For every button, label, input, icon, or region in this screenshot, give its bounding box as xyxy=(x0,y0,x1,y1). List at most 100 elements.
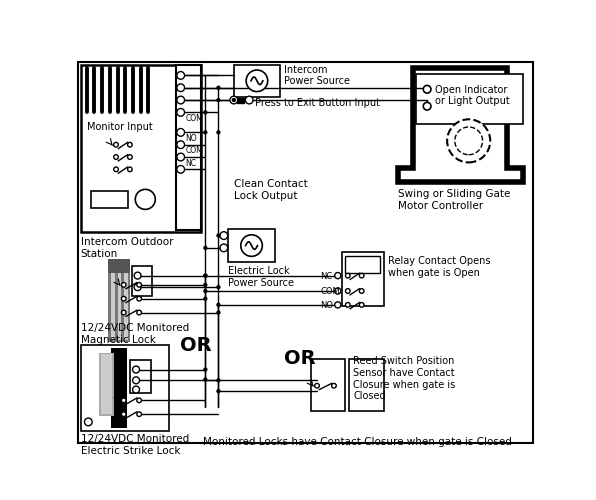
Circle shape xyxy=(128,167,132,172)
Text: Electric Lock
Power Source: Electric Lock Power Source xyxy=(228,266,294,288)
Bar xyxy=(237,98,244,103)
Circle shape xyxy=(246,70,268,92)
Circle shape xyxy=(114,154,119,160)
Text: 12/24VDC Monitored
Magnetic Lock: 12/24VDC Monitored Magnetic Lock xyxy=(80,324,189,345)
Bar xyxy=(80,345,169,431)
Bar xyxy=(130,360,151,392)
Circle shape xyxy=(177,141,185,148)
Text: Reed Switch Position
Sensor have Contact
Closure when gate is
Closed: Reed Switch Position Sensor have Contact… xyxy=(353,356,455,401)
Circle shape xyxy=(216,234,221,237)
Text: OR: OR xyxy=(284,349,315,368)
Circle shape xyxy=(137,398,141,402)
Circle shape xyxy=(114,167,119,172)
Bar xyxy=(108,258,130,272)
Circle shape xyxy=(132,386,139,393)
Circle shape xyxy=(134,272,141,279)
Circle shape xyxy=(230,96,238,104)
Circle shape xyxy=(135,190,156,210)
Bar xyxy=(108,258,130,342)
Bar xyxy=(346,256,380,274)
Circle shape xyxy=(359,288,364,294)
Circle shape xyxy=(216,285,221,290)
Circle shape xyxy=(122,296,126,301)
Text: Swing or Sliding Gate
Motor Controller: Swing or Sliding Gate Motor Controller xyxy=(398,190,510,211)
Circle shape xyxy=(216,389,221,394)
Bar xyxy=(132,266,152,296)
Text: Press to Exit Button Input: Press to Exit Button Input xyxy=(254,98,380,108)
Circle shape xyxy=(216,310,221,314)
Circle shape xyxy=(346,274,350,278)
Text: COM: COM xyxy=(185,114,203,123)
Circle shape xyxy=(335,272,341,278)
Circle shape xyxy=(177,166,185,173)
Circle shape xyxy=(423,102,431,110)
Text: COM: COM xyxy=(320,287,340,296)
Circle shape xyxy=(128,154,132,160)
Circle shape xyxy=(216,378,221,382)
Polygon shape xyxy=(398,68,523,182)
Circle shape xyxy=(216,98,221,102)
Circle shape xyxy=(216,130,221,134)
Circle shape xyxy=(455,127,483,154)
Text: Monitored Locks have Contact Closure when gate is Closed: Monitored Locks have Contact Closure whe… xyxy=(203,438,512,448)
Text: NC: NC xyxy=(320,272,333,281)
Text: OR: OR xyxy=(180,336,212,354)
Circle shape xyxy=(177,96,185,104)
Bar xyxy=(342,252,384,306)
Circle shape xyxy=(137,296,141,301)
Bar xyxy=(228,230,275,262)
Circle shape xyxy=(114,142,119,147)
Bar xyxy=(80,64,201,232)
Bar xyxy=(176,64,201,230)
Circle shape xyxy=(137,282,141,287)
Bar xyxy=(311,359,346,411)
Circle shape xyxy=(137,412,141,416)
Circle shape xyxy=(216,86,221,90)
Text: Intercom
Power Source: Intercom Power Source xyxy=(284,64,350,86)
Circle shape xyxy=(85,418,92,426)
Circle shape xyxy=(203,110,207,114)
Circle shape xyxy=(122,398,126,402)
Circle shape xyxy=(359,302,364,307)
Circle shape xyxy=(346,288,350,294)
Circle shape xyxy=(346,302,350,307)
Circle shape xyxy=(177,84,185,92)
Circle shape xyxy=(128,142,132,147)
Text: Clean Contact
Lock Output: Clean Contact Lock Output xyxy=(234,180,308,201)
Circle shape xyxy=(132,366,139,373)
Bar xyxy=(99,352,114,416)
Circle shape xyxy=(203,274,207,278)
Circle shape xyxy=(177,72,185,79)
Circle shape xyxy=(335,288,341,294)
Bar xyxy=(234,64,280,97)
Circle shape xyxy=(203,368,207,372)
Text: Open Indicator
or Light Output: Open Indicator or Light Output xyxy=(435,84,510,106)
Circle shape xyxy=(203,130,207,134)
Circle shape xyxy=(203,282,207,287)
Circle shape xyxy=(220,244,228,252)
Circle shape xyxy=(177,128,185,136)
Circle shape xyxy=(134,284,141,290)
Circle shape xyxy=(137,310,141,315)
Bar xyxy=(124,272,128,340)
Circle shape xyxy=(203,378,207,382)
Circle shape xyxy=(177,153,185,161)
Text: NO: NO xyxy=(320,301,333,310)
Text: NO: NO xyxy=(185,134,197,143)
Circle shape xyxy=(246,96,253,104)
Circle shape xyxy=(216,302,221,307)
Circle shape xyxy=(335,302,341,308)
Circle shape xyxy=(331,384,336,388)
Circle shape xyxy=(132,377,139,384)
Bar xyxy=(349,359,384,411)
Text: NC: NC xyxy=(185,158,196,168)
Circle shape xyxy=(315,384,319,388)
Circle shape xyxy=(203,289,207,293)
Circle shape xyxy=(232,98,236,102)
Bar xyxy=(417,74,523,124)
Circle shape xyxy=(241,235,262,256)
Text: COM: COM xyxy=(185,146,203,155)
Circle shape xyxy=(203,296,207,301)
Bar xyxy=(117,272,122,340)
Bar xyxy=(101,354,112,414)
